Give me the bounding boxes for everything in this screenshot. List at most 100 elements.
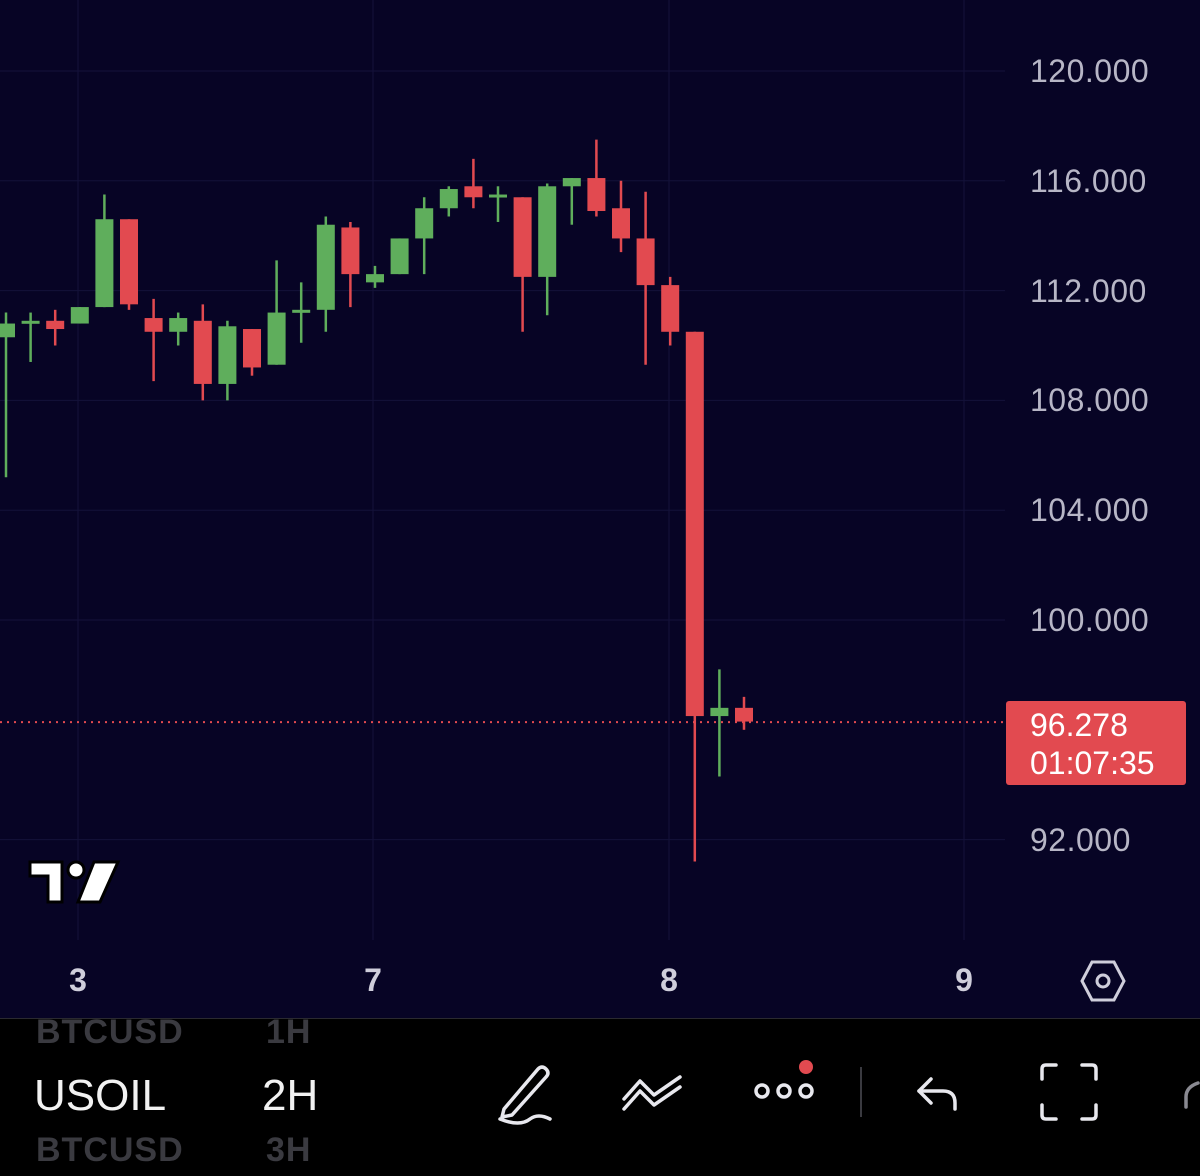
price-tick-label: 116.000 [1030, 162, 1147, 199]
tradingview-logo-icon [26, 856, 122, 913]
indicators-icon [622, 1075, 682, 1111]
candle-body [341, 227, 360, 275]
candle-up [267, 260, 286, 365]
toolbar-divider [860, 1067, 862, 1117]
candle-up [169, 312, 188, 346]
candle-down [636, 191, 655, 365]
candle-down [120, 219, 138, 310]
price-tick-label: 120.000 [1030, 53, 1150, 89]
candle-down [193, 304, 212, 401]
more-icon [754, 1060, 814, 1099]
interval-scroll-prev[interactable]: 1H [266, 1018, 312, 1051]
candle-down [612, 180, 630, 253]
price-tick-label: 108.000 [1030, 382, 1150, 419]
candle-body [70, 307, 89, 324]
candle-body [538, 186, 557, 277]
candle-down [144, 298, 163, 382]
candle-body [612, 208, 630, 239]
candle-body [292, 309, 311, 313]
candle-up [538, 183, 557, 316]
candle-body [415, 208, 434, 239]
candle-body [243, 329, 261, 368]
candle-up [0, 312, 15, 478]
candle-down [661, 276, 680, 346]
chart-area[interactable]: 120.000 116.000 112.000 108.000 104.000 100.0… [0, 0, 1200, 1018]
candle-body [710, 707, 729, 717]
candle-up [439, 186, 458, 217]
candle-body [636, 238, 655, 286]
candle-up [489, 186, 507, 222]
candle-body [513, 197, 532, 277]
grid-lines [0, 0, 1005, 940]
undo-icon [917, 1077, 957, 1111]
bottom-toolbar: BTCUSD 1H USOIL 2H BTCUSD 3H [0, 1018, 1200, 1176]
chart-settings-icon[interactable] [1080, 958, 1126, 1004]
candlestick-chart[interactable] [0, 0, 1200, 1018]
candle-body [316, 224, 335, 310]
price-tick-label: 112.000 [1030, 272, 1147, 309]
candle-body [193, 320, 212, 384]
candle-down [243, 329, 261, 376]
candle-body [144, 318, 163, 332]
last-price-badge: 96.278 01:07:35 [1006, 701, 1186, 785]
candle-body [464, 186, 483, 198]
candle-body [587, 178, 606, 211]
toolbar-overflow-button[interactable] [1172, 1057, 1200, 1127]
candle-down [685, 331, 704, 862]
candle-up [366, 265, 384, 288]
candle-up [218, 320, 237, 401]
candle-body [95, 219, 114, 308]
time-tick-label: 8 [660, 962, 678, 998]
candle-body [366, 274, 384, 283]
candle-up [562, 178, 581, 225]
draw-button[interactable] [490, 1057, 560, 1127]
candle-up [21, 312, 40, 362]
candle-body [120, 219, 138, 305]
candle-up [415, 197, 434, 275]
candle-body [169, 318, 188, 332]
candle-body [661, 285, 680, 332]
price-tick-label: 92.000 [1030, 821, 1131, 858]
candle-up [292, 282, 311, 343]
price-tick-label: 100.000 [1030, 602, 1150, 638]
candle-body [218, 326, 237, 384]
candle-body [46, 320, 65, 330]
candle-body [267, 312, 286, 365]
time-tick-label: 3 [69, 962, 87, 998]
partial-icon [1184, 1081, 1200, 1109]
candle-down [464, 158, 483, 209]
interval-scroll-next[interactable]: 3H [266, 1131, 312, 1169]
candle-up [390, 238, 409, 275]
candle-body [439, 189, 458, 209]
draw-icon [498, 1065, 552, 1125]
time-tick-label: 7 [364, 962, 382, 998]
candle-down [587, 139, 606, 217]
candle-up [710, 669, 729, 777]
candle-down [341, 221, 360, 308]
candle-down [735, 696, 753, 730]
interval-selector[interactable]: 2H [262, 1071, 319, 1120]
candle-countdown: 01:07:35 [1030, 745, 1155, 781]
candle-body [390, 238, 409, 275]
candle-up [316, 216, 335, 332]
candle-down [46, 309, 65, 346]
undo-button[interactable] [905, 1057, 975, 1127]
candle-up [95, 194, 114, 308]
fullscreen-icon [1040, 1063, 1098, 1121]
more-button[interactable] [750, 1057, 820, 1127]
candle-body [735, 707, 753, 722]
notification-dot [799, 1060, 813, 1074]
candle-body [21, 320, 40, 324]
candle-up [70, 307, 89, 324]
last-price-value: 96.278 [1030, 707, 1128, 743]
symbol-scroll-prev[interactable]: BTCUSD [36, 1018, 184, 1051]
price-tick-label: 104.000 [1030, 492, 1150, 529]
symbol-scroll-next[interactable]: BTCUSD [36, 1131, 184, 1169]
candle-body [489, 194, 507, 198]
fullscreen-button[interactable] [1034, 1057, 1104, 1127]
candle-body [0, 323, 15, 338]
candle-body [562, 178, 581, 187]
symbol-selector[interactable]: USOIL [34, 1071, 167, 1120]
indicators-button[interactable] [618, 1057, 688, 1127]
candle-body [685, 331, 704, 717]
